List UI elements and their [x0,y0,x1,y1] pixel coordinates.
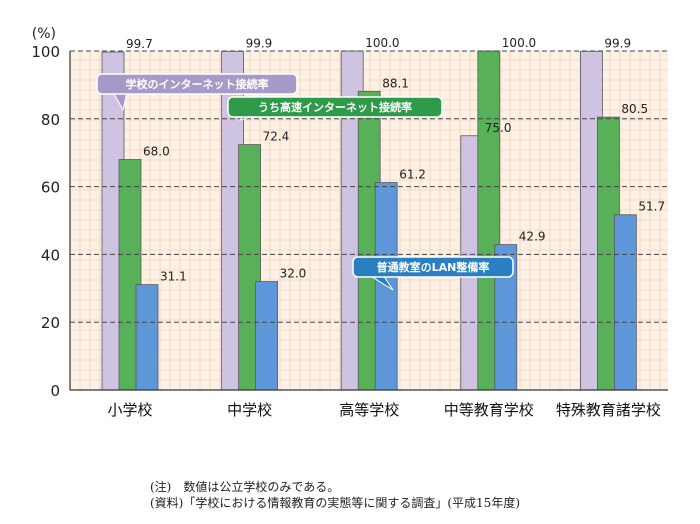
legend-callout-lan: 普通教室のLAN整備率 [352,256,514,291]
x-tick-label: 高等学校 [339,401,399,419]
data-label: 32.0 [280,267,307,281]
data-label: 99.7 [126,37,153,51]
data-label: 31.1 [160,270,187,284]
y-tick-label: 80 [41,111,60,129]
y-tick-label: 20 [41,314,60,332]
y-tick-label: 60 [41,179,60,197]
data-label: 42.9 [519,230,546,244]
callout-label: うち高速インターネット接続率 [258,100,412,114]
bar-lan [614,214,637,391]
footnote-source: (資料)「学校における情報教育の実態等に関する調査」(平成15年度) [150,496,520,510]
data-label: 72.4 [263,130,290,144]
data-label: 88.1 [382,76,409,90]
y-tick-label: 40 [41,246,60,264]
x-tick-label: 小学校 [107,401,152,419]
bar-lan [135,284,159,391]
data-label: 100.0 [365,36,399,50]
y-tick-label: 100 [31,43,60,61]
data-label: 99.9 [604,36,631,50]
y-axis-unit: (%) [32,26,56,42]
callout-box [96,73,298,95]
data-label: 99.9 [246,36,273,50]
callout-box [227,96,443,118]
data-label: 61.2 [399,168,426,182]
data-label: 100.0 [502,36,536,50]
data-label: 80.5 [621,102,648,116]
x-tick-label: 中等教育学校 [444,401,534,419]
data-label: 75.0 [485,121,512,135]
x-tick-label: 特殊教育諸学校 [556,401,661,419]
x-tick-label: 中学校 [227,401,272,419]
bar-lan [255,281,279,391]
legend-callout-internet: 学校のインターネット接続率 [96,73,298,112]
y-tick-label: 0 [50,382,60,400]
callout-label: 普通教室のLAN整備率 [377,260,490,274]
callout-box [352,256,514,278]
data-label: 51.7 [638,200,665,214]
data-label: 68.0 [143,144,170,158]
callout-label: 学校のインターネット接続率 [126,77,269,91]
footnote-note: (注) 数値は公立学校のみである。 [150,480,340,494]
legend-callout-high-speed: うち高速インターネット接続率 [227,96,443,121]
